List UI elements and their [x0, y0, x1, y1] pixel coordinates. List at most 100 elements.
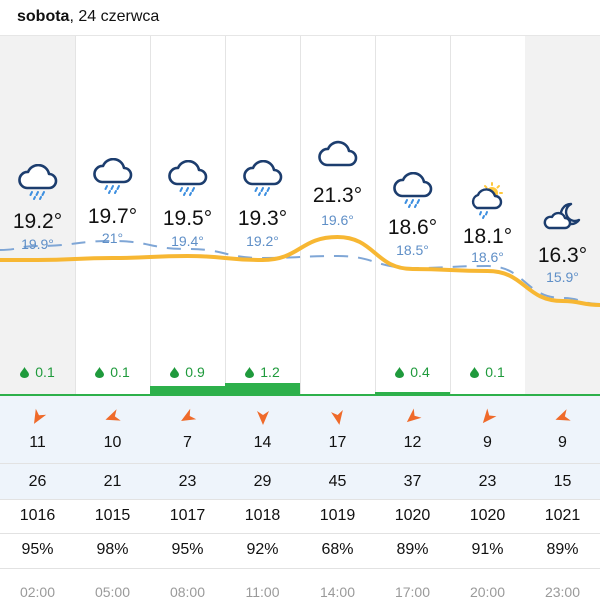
wind-gust: 29	[253, 473, 272, 490]
row-separator	[0, 463, 600, 464]
temperature: 19.5°	[162, 207, 213, 230]
moon-cloud-icon	[525, 200, 600, 239]
wind-gust: 23	[178, 473, 197, 490]
column-divider	[300, 36, 301, 396]
temperature: 18.1°	[462, 225, 513, 248]
humidity: 89%	[546, 541, 579, 558]
feels-like-temperature: 19.2°	[246, 233, 279, 249]
night-shading	[0, 36, 75, 396]
feels-like-temperature: 19.9°	[21, 236, 54, 252]
temperature-chart	[0, 234, 600, 307]
precipitation-value: 0.1	[35, 364, 55, 380]
feels-like-temperature: 15.9°	[546, 269, 579, 285]
column-divider	[225, 36, 226, 396]
precipitation-value: 0.9	[185, 364, 205, 380]
precipitation-value: 1.2	[260, 364, 280, 380]
time-label: 08:00	[169, 584, 206, 600]
wind-direction-icon	[300, 408, 375, 431]
wind-speed: 9	[483, 434, 492, 451]
humidity: 92%	[246, 541, 279, 558]
column-divider	[375, 36, 376, 396]
wind-direction-icon	[225, 408, 300, 431]
precipitation: 0.1	[450, 364, 525, 380]
precipitation: 0.9	[150, 364, 225, 380]
wind-speed: 14	[253, 434, 272, 451]
time-label: 17:00	[394, 584, 431, 600]
temperature: 18.6°	[387, 216, 438, 239]
wind-speed: 17	[328, 434, 347, 451]
wind-direction-icon	[525, 408, 600, 431]
row-separator	[0, 499, 600, 500]
forecast-column[interactable]: 18.1° 18.6° 0.1 9 23 1020 91% 20:00	[450, 36, 525, 614]
precipitation-bar	[150, 386, 225, 396]
forecast-column[interactable]: 21.3° 19.6° 17 45 1019 68% 14:00	[300, 36, 375, 614]
feels-like-temperature: 19.6°	[321, 212, 354, 228]
wind-gust: 37	[403, 473, 422, 490]
time-label: 11:00	[245, 584, 280, 600]
feels-like-temperature: 18.6°	[471, 249, 504, 265]
cloud-icon	[300, 140, 375, 175]
wind-speed: 12	[403, 434, 422, 451]
forecast-column[interactable]: 19.3° 19.2° 1.2 14 29 1018 92% 11:00	[225, 36, 300, 614]
droplet-icon	[395, 365, 405, 378]
forecast-column[interactable]: 19.5° 19.4° 0.9 7 23 1017 95% 08:00	[150, 36, 225, 614]
wind-band	[0, 395, 600, 499]
droplet-icon	[245, 365, 255, 378]
temperature: 19.2°	[12, 210, 63, 233]
rain-cloud-icon	[225, 159, 300, 201]
precipitation: 0.4	[375, 364, 450, 380]
day-name: sobota	[17, 8, 70, 25]
forecast-column[interactable]: 16.3° 15.9° 9 15 1021 89% 23:00	[525, 36, 600, 614]
humidity: 98%	[96, 541, 129, 558]
feels-like-temperature: 19.4°	[171, 233, 204, 249]
pressure: 1017	[169, 507, 206, 524]
pressure: 1018	[244, 507, 281, 524]
pressure: 1015	[94, 507, 131, 524]
precipitation-value: 0.1	[485, 364, 505, 380]
precipitation-value: 0.4	[410, 364, 430, 380]
droplet-icon	[95, 365, 105, 378]
wind-gust: 21	[103, 473, 122, 490]
time-label: 02:00	[19, 584, 56, 600]
forecast-column[interactable]: 19.2° 19.9° 0.1 11 26 1016 95% 02:00	[0, 36, 75, 614]
pressure: 1021	[544, 507, 581, 524]
pressure: 1016	[19, 507, 56, 524]
forecast-column[interactable]: 18.6° 18.5° 0.4 12 37 1020 89% 17:00	[375, 36, 450, 614]
droplet-icon	[470, 365, 480, 378]
date-header: sobota, 24 czerwca	[0, 0, 600, 36]
wind-speed: 9	[558, 434, 567, 451]
temperature: 19.3°	[237, 207, 288, 230]
hourly-forecast-grid[interactable]: 19.2° 19.9° 0.1 11 26 1016 95% 02:00 19.7° 21° 0.1…	[0, 36, 600, 614]
feels-like-temperature: 21°	[101, 230, 124, 246]
precipitation-bar	[375, 392, 450, 396]
temperature: 16.3°	[537, 244, 588, 267]
forecast-column[interactable]: 19.7° 21° 0.1 10 21 1015 98% 05:00	[75, 36, 150, 614]
wind-direction-icon	[0, 408, 75, 431]
rain-cloud-icon	[150, 159, 225, 201]
humidity: 95%	[171, 541, 204, 558]
sun-cloud-rain-icon	[450, 182, 525, 225]
wind-gust: 15	[553, 473, 572, 490]
time-label: 20:00	[469, 584, 506, 600]
time-label: 05:00	[94, 584, 131, 600]
pressure: 1020	[469, 507, 506, 524]
precipitation: 0.1	[75, 364, 150, 380]
wind-speed: 11	[29, 434, 46, 451]
wind-gust: 26	[28, 473, 47, 490]
pressure: 1019	[319, 507, 356, 524]
droplet-icon	[170, 365, 180, 378]
wind-direction-icon	[75, 408, 150, 431]
precipitation: 1.2	[225, 364, 300, 380]
humidity: 91%	[471, 541, 504, 558]
wind-gust: 45	[328, 473, 347, 490]
precipitation-value: 0.1	[110, 364, 130, 380]
humidity: 68%	[321, 541, 354, 558]
column-divider	[450, 36, 451, 396]
temperature-curve	[0, 234, 600, 307]
column-divider	[150, 36, 151, 396]
feels-like-temperature: 18.5°	[396, 242, 429, 258]
column-divider	[75, 36, 76, 396]
rain-cloud-icon	[75, 157, 150, 199]
wind-direction-icon	[450, 408, 525, 431]
droplet-icon	[20, 365, 30, 378]
